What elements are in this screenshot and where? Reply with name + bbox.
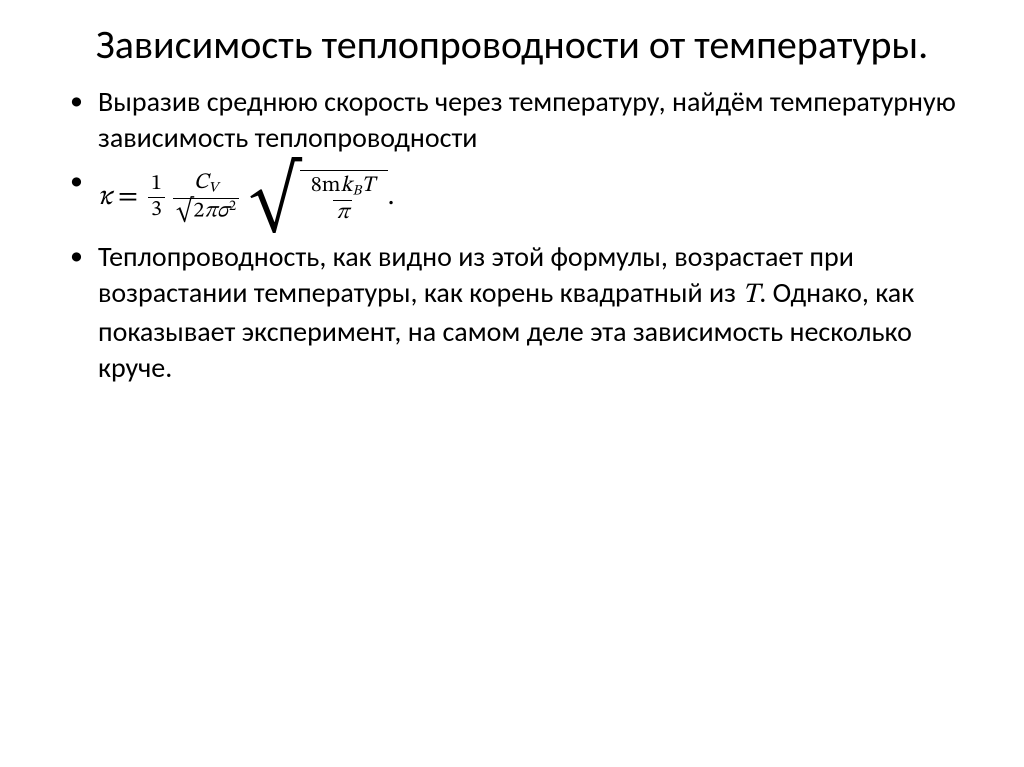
bullet-1-text: Выразив среднюю скорость через температу… (98, 84, 956, 155)
sqrt: √ 8mkBT π (249, 170, 388, 226)
page-title: Зависимость теплопроводности от температ… (60, 20, 964, 70)
frac2-num: CV (191, 172, 221, 198)
sym-C: C (194, 172, 209, 194)
formula: κ = 1 3 CV √2πσ2 √ (98, 170, 394, 226)
sym-sigma: σ (217, 200, 229, 222)
bullet-3-pre: Теплопроводность, как видно из этой форм… (98, 239, 854, 310)
frac1-num: 1 (148, 173, 165, 197)
frac-cv: CV √2πσ2 (173, 172, 239, 223)
root-num: 8mkBT (308, 175, 378, 201)
under-root: 8mkBT π (300, 170, 388, 226)
sym-kappa: κ (98, 180, 112, 216)
sym-8m: 8m (311, 175, 341, 197)
frac2-den: √2πσ2 (173, 198, 239, 224)
sym-B: B (352, 184, 361, 198)
sym-pi-1: π (204, 200, 217, 222)
frac1-den: 3 (148, 197, 165, 222)
sym-equals: = (118, 180, 138, 216)
sym-k: k (341, 175, 353, 197)
sym-V: V (209, 182, 219, 196)
radical-icon: √ (249, 176, 300, 232)
root-den: π (333, 200, 352, 225)
frac-root: 8mkBT π (308, 175, 378, 226)
bullet-1: Выразив среднюю скорость через температу… (70, 84, 964, 156)
bullet-formula: κ = 1 3 CV √2πσ2 √ (70, 164, 964, 232)
sym-sqrt2: √2 (176, 200, 204, 222)
slide: Зависимость теплопроводности от температ… (0, 0, 1024, 767)
sym-T: T (361, 175, 374, 197)
sym-dot: . (388, 180, 395, 216)
sym-sq: 2 (229, 200, 236, 214)
inline-T: T (742, 281, 759, 309)
bullet-3: Теплопроводность, как видно из этой форм… (70, 239, 964, 385)
body-list: Выразив среднюю скорость через температу… (60, 84, 964, 386)
frac-1-3: 1 3 (148, 173, 165, 222)
